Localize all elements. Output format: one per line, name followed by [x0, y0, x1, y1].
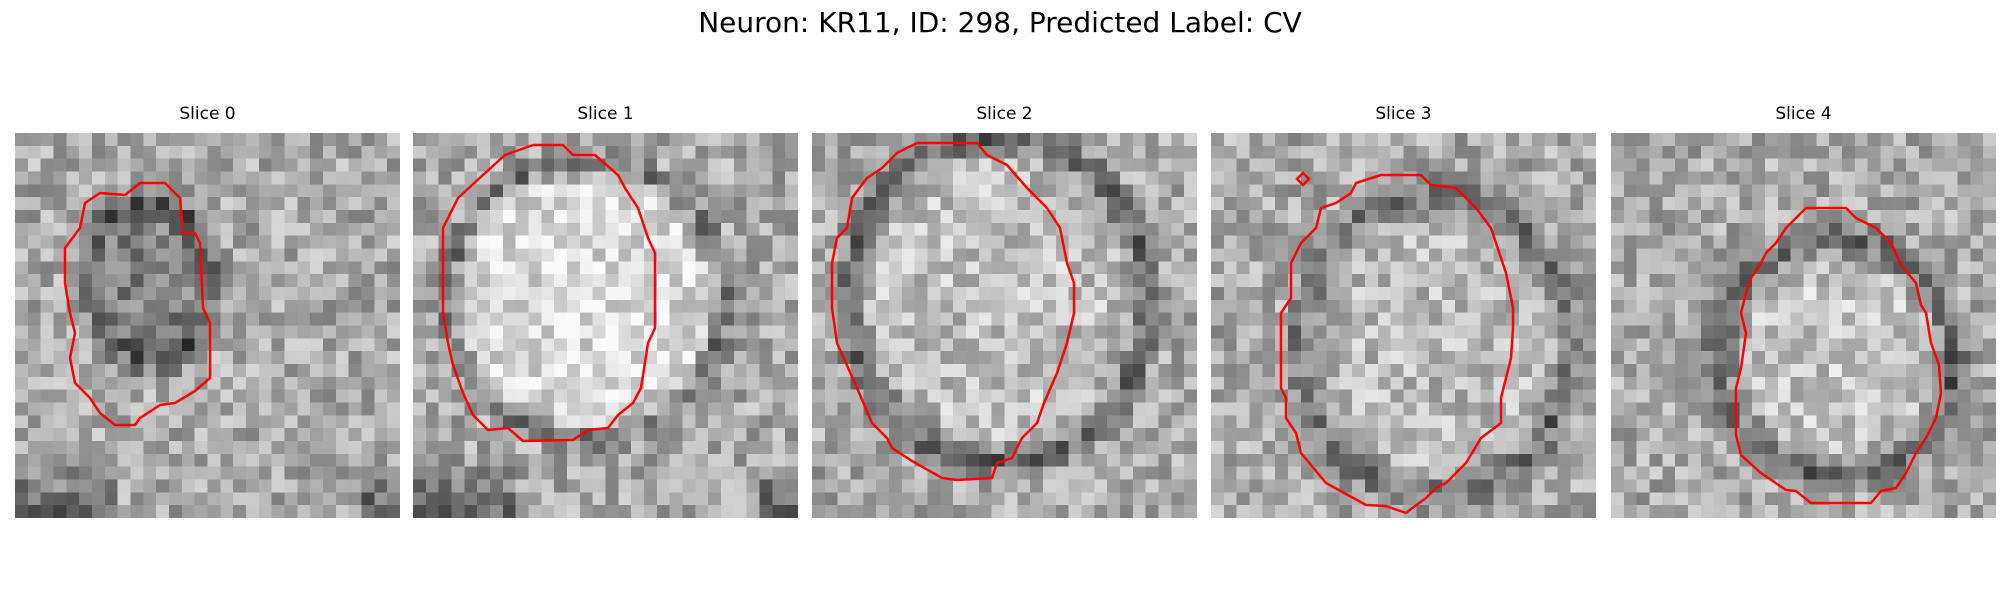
- slice-title-1: Slice 1: [577, 104, 634, 124]
- slice-contour-layer-0: [63, 181, 212, 427]
- slice-image-2: [812, 133, 1197, 518]
- cell-boundary-contour: [830, 141, 1076, 482]
- slice-panel-4: Slice 4: [1611, 104, 1996, 518]
- slice-panel-3: Slice 3: [1211, 104, 1596, 518]
- figure-title: Neuron: KR11, ID: 298, Predicted Label: …: [698, 6, 1302, 39]
- slice-title-4: Slice 4: [1775, 104, 1832, 124]
- cell-boundary-contour: [1734, 206, 1943, 505]
- slice-contour-layer-3: [1279, 171, 1515, 515]
- small-diamond-contour: [1295, 171, 1311, 187]
- slice-contour-layer-1: [441, 143, 657, 443]
- slice-image-3: [1211, 133, 1596, 518]
- slice-panel-2: Slice 2: [812, 104, 1197, 518]
- cell-boundary-contour: [441, 143, 657, 443]
- slice-image-1: [413, 133, 798, 518]
- slice-title-0: Slice 0: [179, 104, 236, 124]
- slice-title-3: Slice 3: [1375, 104, 1432, 124]
- slice-contour-layer-4: [1734, 206, 1943, 505]
- slice-panel-1: Slice 1: [413, 104, 798, 518]
- slice-image-4: [1611, 133, 1996, 518]
- cell-boundary-contour: [1279, 173, 1515, 515]
- slice-contour-layer-2: [830, 141, 1076, 482]
- slice-title-2: Slice 2: [976, 104, 1033, 124]
- slice-panel-0: Slice 0: [15, 104, 400, 518]
- cell-boundary-contour: [63, 181, 212, 427]
- slice-image-0: [15, 133, 400, 518]
